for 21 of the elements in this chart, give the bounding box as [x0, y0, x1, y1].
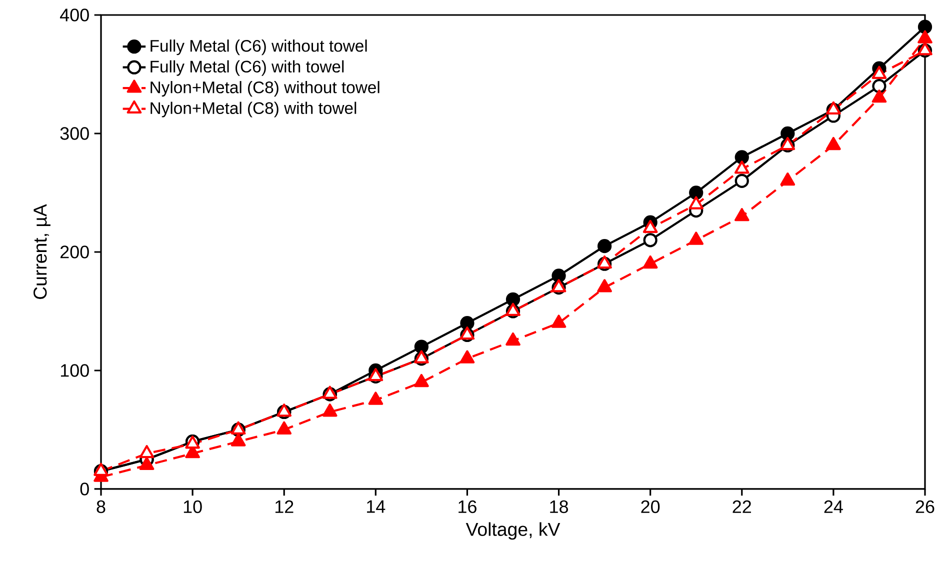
y-axis-title: Current, µA: [34, 204, 50, 299]
x-tick-label: 12: [275, 500, 294, 513]
x-tick-label: 22: [732, 500, 751, 513]
legend-label: Nylon+Metal (C8) with towel: [150, 102, 356, 118]
x-axis-title: Voltage, kV: [466, 522, 560, 540]
legend-label: Fully Metal (C6) with towel: [150, 60, 344, 76]
x-tick-label: 8: [96, 500, 106, 514]
legend-label: Nylon+Metal (C8) without towel: [150, 81, 380, 97]
x-tick-label: 10: [184, 500, 202, 514]
y-tick-label: 300: [60, 127, 89, 140]
y-tick-label: 200: [60, 246, 89, 258]
x-tick-label: 14: [367, 500, 386, 513]
x-tick-label: 18: [550, 500, 568, 514]
legend-label: Fully Metal (C6) without towel: [150, 40, 367, 56]
x-tick-label: 26: [916, 500, 934, 514]
y-tick-label: 400: [60, 8, 89, 22]
y-tick-label: 100: [60, 364, 89, 377]
x-tick-label: 16: [458, 500, 476, 514]
x-tick-label: 20: [641, 500, 660, 514]
x-tick-label: 24: [824, 500, 843, 513]
y-tick-label: 0: [80, 482, 89, 496]
